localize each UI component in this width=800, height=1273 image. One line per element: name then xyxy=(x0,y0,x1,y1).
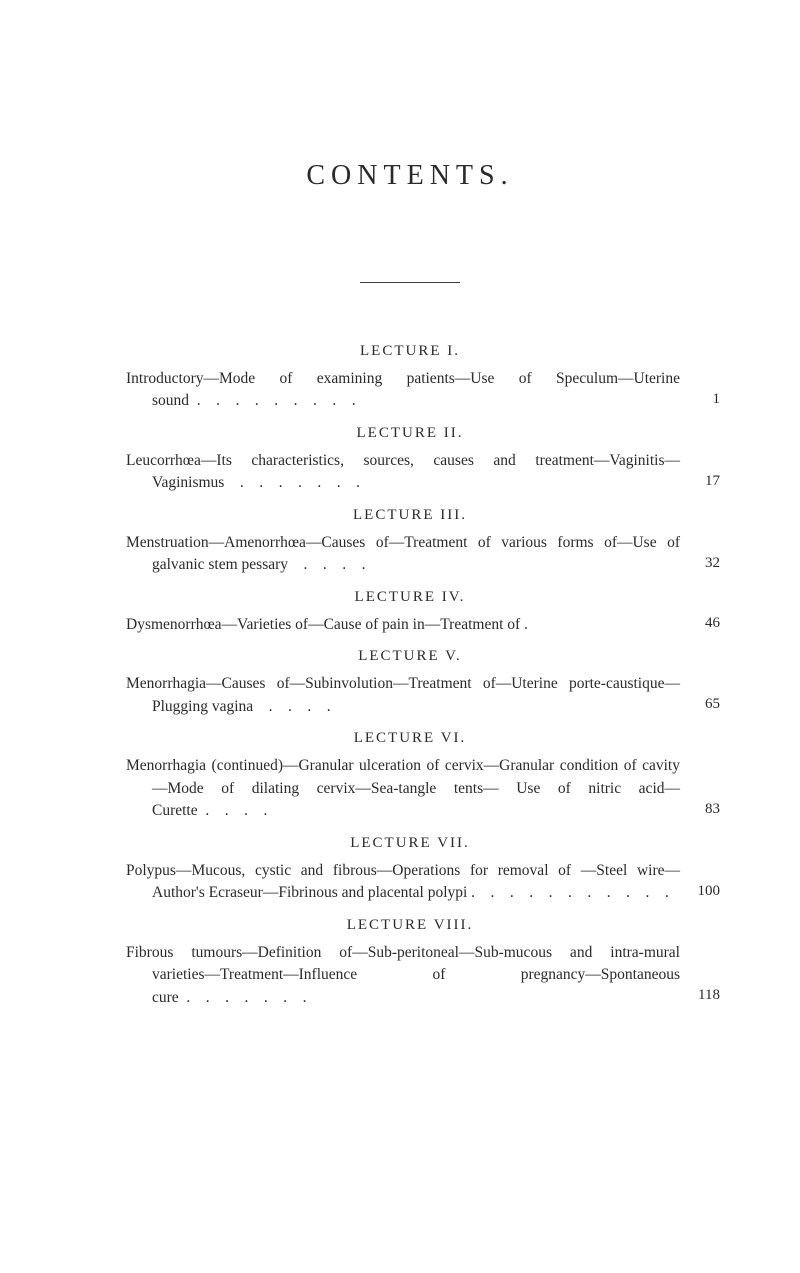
lecture-heading: LECTURE II. xyxy=(100,425,720,442)
lecture-block: LECTURE VI. Menorrhagia (continued)—Gran… xyxy=(100,730,720,822)
entry-text: Leucorrhœa—Its characteristics, sources,… xyxy=(100,450,720,495)
entry-page: 46 xyxy=(705,613,720,635)
lecture-block: LECTURE II. Leucorrhœa—Its characteristi… xyxy=(100,425,720,495)
lecture-entry: Menstruation—Amenorrhœa—Causes of—Treatm… xyxy=(100,532,720,577)
entry-text: Menorrhagia (continued)—Granular ulcerat… xyxy=(100,755,720,822)
lecture-entry: Leucorrhœa—Its characteristics, sources,… xyxy=(100,450,720,495)
lecture-entry: Menorrhagia—Causes of—Subinvolution—Trea… xyxy=(100,673,720,718)
lecture-entry: Fibrous tumours—Definition of—Sub-perito… xyxy=(100,942,720,1009)
entry-page: 65 xyxy=(705,694,720,716)
entry-page: 1 xyxy=(713,389,721,411)
lecture-block: LECTURE IV. Dysmenorrhœa—Varieties of—Ca… xyxy=(100,589,720,636)
lecture-block: LECTURE VII. Polypus—Mucous, cystic and … xyxy=(100,835,720,905)
lecture-entry: Polypus—Mucous, cystic and fibrous—Opera… xyxy=(100,860,720,905)
lecture-entry: Introductory—Mode of examining patients—… xyxy=(100,368,720,413)
entry-page: 118 xyxy=(698,985,720,1007)
entry-page: 32 xyxy=(705,553,720,575)
lecture-entry: Dysmenorrhœa—Varieties of—Cause of pain … xyxy=(100,614,720,636)
lecture-heading: LECTURE I. xyxy=(100,343,720,360)
entry-page: 17 xyxy=(705,471,720,493)
lecture-heading: LECTURE VI. xyxy=(100,730,720,747)
lecture-block: LECTURE I. Introductory—Mode of examinin… xyxy=(100,343,720,413)
lecture-block: LECTURE V. Menorrhagia—Causes of—Subinvo… xyxy=(100,648,720,718)
lecture-block: LECTURE VIII. Fibrous tumours—Definition… xyxy=(100,917,720,1009)
entry-text: Dysmenorrhœa—Varieties of—Cause of pain … xyxy=(100,614,720,636)
entry-text: Fibrous tumours—Definition of—Sub-perito… xyxy=(100,942,720,1009)
lecture-heading: LECTURE VII. xyxy=(100,835,720,852)
lecture-entry: Menorrhagia (continued)—Granular ulcerat… xyxy=(100,755,720,822)
entry-page: 83 xyxy=(705,799,720,821)
entry-text: Polypus—Mucous, cystic and fibrous—Opera… xyxy=(100,860,720,905)
title-separator xyxy=(360,282,460,283)
entry-text: Menorrhagia—Causes of—Subinvolution—Trea… xyxy=(100,673,720,718)
lecture-heading: LECTURE V. xyxy=(100,648,720,665)
lecture-heading: LECTURE III. xyxy=(100,507,720,524)
lecture-heading: LECTURE IV. xyxy=(100,589,720,606)
lecture-heading: LECTURE VIII. xyxy=(100,917,720,934)
entry-text: Introductory—Mode of examining patients—… xyxy=(100,368,720,413)
contents-list: LECTURE I. Introductory—Mode of examinin… xyxy=(100,343,720,1009)
lecture-block: LECTURE III. Menstruation—Amenorrhœa—Cau… xyxy=(100,507,720,577)
page-title: CONTENTS. xyxy=(100,160,720,192)
entry-page: 100 xyxy=(698,881,721,903)
entry-text: Menstruation—Amenorrhœa—Causes of—Treatm… xyxy=(100,532,720,577)
